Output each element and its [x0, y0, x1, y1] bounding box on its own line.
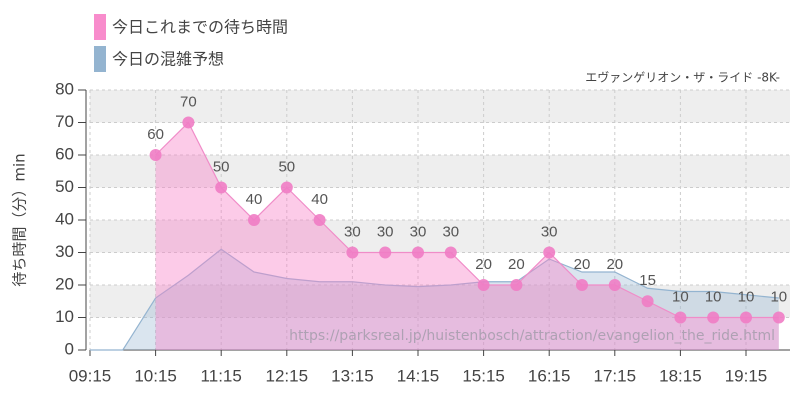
watermark: https://parksreal.jp/huistenbosch/attrac… [289, 328, 775, 344]
x-tick-label: 10:15 [134, 366, 177, 385]
marker [608, 279, 621, 291]
data-label: 50 [213, 158, 230, 175]
y-tick-label: 80 [55, 79, 74, 98]
data-label: 40 [246, 191, 263, 208]
grid-band [90, 155, 790, 188]
data-label: 50 [278, 158, 295, 175]
x-tick-label: 15:15 [462, 366, 505, 385]
marker [313, 214, 326, 226]
legend-swatch [94, 46, 106, 72]
marker [215, 181, 228, 194]
x-tick-label: 17:15 [594, 366, 637, 385]
data-label: 10 [738, 288, 755, 305]
legend-swatch [94, 14, 106, 40]
data-label: 20 [574, 256, 591, 273]
x-tick-label: 12:15 [266, 366, 309, 385]
marker [248, 214, 260, 226]
area [90, 249, 779, 350]
marker [346, 246, 359, 259]
legend-label: 今日これまでの待ち時間 [112, 18, 288, 37]
marker [707, 311, 720, 324]
y-tick-label: 20 [55, 274, 74, 293]
marker [576, 279, 588, 291]
data-label: 30 [442, 223, 459, 240]
data-label: 20 [606, 256, 623, 273]
x-tick-label: 19:15 [725, 366, 768, 385]
x-tick-label: 13:15 [331, 366, 374, 385]
y-tick-label: 10 [55, 307, 74, 326]
marker [510, 279, 523, 291]
data-label: 60 [147, 126, 164, 143]
y-tick-label: 60 [55, 144, 74, 163]
grid-band [90, 90, 790, 123]
y-tick-label: 0 [65, 339, 74, 358]
y-tick-label: 40 [55, 209, 74, 228]
line [90, 248, 779, 351]
marker [379, 246, 392, 259]
legend-label: 今日の混雑予想 [112, 50, 224, 69]
x-tick-label: 16:15 [528, 366, 571, 385]
x-tick-label: 14:15 [397, 366, 440, 385]
data-label: 30 [377, 223, 394, 240]
x-tick-label: 09:15 [69, 366, 112, 385]
data-label: 20 [475, 256, 492, 273]
data-label: 40 [311, 191, 328, 208]
marker [543, 246, 556, 259]
marker [412, 246, 424, 259]
y-tick-label: 50 [55, 177, 74, 196]
data-label: 10 [705, 288, 722, 305]
marker [740, 311, 752, 324]
marker [772, 311, 785, 324]
line [155, 121, 779, 319]
data-label: 20 [508, 256, 525, 273]
data-label: 70 [180, 93, 197, 110]
marker [149, 149, 162, 161]
marker [674, 311, 687, 324]
data-label: 15 [639, 272, 656, 289]
marker [182, 116, 195, 129]
data-label: 30 [344, 223, 361, 240]
chart-subtitle: エヴァンゲリオン・ザ・ライド -8K- [585, 70, 780, 85]
marker [641, 295, 654, 308]
marker [280, 181, 293, 194]
x-tick-label: 11:15 [201, 366, 242, 385]
data-label: 30 [541, 223, 558, 240]
y-tick-label: 30 [55, 242, 74, 261]
data-label: 10 [672, 288, 689, 305]
data-label: 30 [410, 223, 427, 240]
area [155, 122, 779, 350]
y-axis-label: 待ち時間（分）min [11, 153, 29, 286]
y-tick-label: 70 [55, 112, 74, 131]
grid-band [90, 220, 790, 253]
marker [444, 246, 457, 259]
data-label: 10 [770, 288, 787, 305]
marker [477, 279, 490, 291]
x-tick-label: 18:15 [659, 366, 702, 385]
